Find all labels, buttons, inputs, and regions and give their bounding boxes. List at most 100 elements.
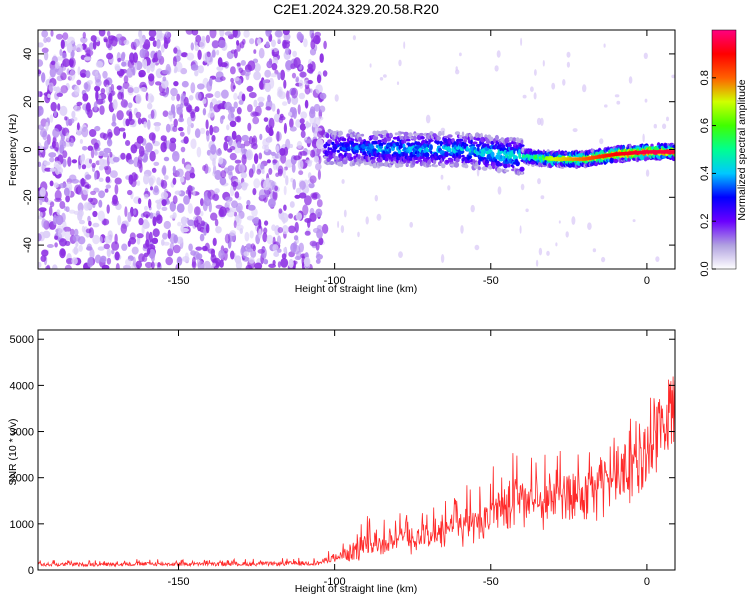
noise-blob: [236, 141, 242, 149]
noise-blob: [264, 69, 272, 78]
noise-blob: [168, 110, 174, 116]
noise-blob: [376, 213, 382, 221]
noise-blob: [211, 40, 220, 49]
noise-blob: [173, 234, 178, 244]
noise-blob: [265, 41, 270, 48]
noise-blob: [316, 199, 323, 208]
colorbar: 0.0 0.2 0.4 0.6 0.8 Normalized spectral ampl…: [699, 29, 748, 277]
noise-blob: [243, 30, 250, 38]
noise-blob: [249, 230, 254, 239]
noise-blob: [111, 241, 120, 251]
noise-blob: [152, 228, 160, 238]
noise-blob: [195, 91, 202, 101]
noise-blob: [202, 98, 207, 104]
snr-x-ticks: -150 -100 -50 0: [167, 330, 650, 588]
noise-blob: [180, 52, 188, 58]
noise-blob: [190, 42, 194, 51]
noise-blob: [179, 131, 185, 137]
signal-cell: [450, 151, 454, 155]
noise-blob: [315, 84, 323, 94]
noise-blob: [303, 256, 311, 267]
heatmap-x-ticks: -150 -100 -50 0: [167, 30, 650, 287]
noise-blob: [260, 163, 265, 170]
noise-blob: [275, 172, 280, 177]
noise-blob: [219, 76, 226, 81]
noise-blob: [207, 248, 215, 254]
noise-blob: [73, 246, 79, 255]
noise-blob: [317, 169, 321, 180]
heatmap-cells: [38, 30, 675, 269]
noise-blob: [379, 77, 384, 81]
noise-blob: [139, 48, 146, 59]
x-tick-label: -100: [324, 275, 346, 287]
noise-blob: [139, 38, 143, 49]
noise-blob: [165, 123, 171, 133]
noise-blob: [601, 256, 606, 263]
noise-blob: [214, 169, 222, 181]
noise-blob: [56, 209, 61, 216]
noise-blob: [92, 234, 100, 245]
noise-blob: [293, 235, 299, 241]
x-tick-label: -50: [483, 275, 499, 287]
noise-blob: [276, 108, 280, 115]
noise-blob: [246, 85, 254, 92]
noise-blob: [280, 212, 289, 223]
signal-cell: [394, 132, 398, 136]
noise-blob: [120, 152, 126, 160]
noise-blob: [140, 87, 147, 92]
noise-blob: [76, 79, 82, 86]
noise-blob: [174, 61, 183, 73]
noise-blob: [80, 36, 88, 44]
noise-blob: [46, 36, 51, 43]
noise-blob: [150, 109, 155, 119]
noise-blob: [114, 184, 119, 195]
noise-blob: [253, 216, 260, 226]
noise-blob: [592, 248, 597, 253]
noise-blob: [253, 178, 261, 189]
noise-blob: [190, 250, 197, 256]
noise-blob: [62, 58, 70, 68]
noise-blob: [105, 39, 112, 49]
noise-blob: [101, 264, 110, 269]
signal-cell: [398, 144, 404, 149]
noise-blob: [274, 30, 283, 38]
noise-blob: [159, 91, 167, 97]
noise-blob: [123, 75, 129, 84]
noise-blob: [628, 76, 633, 84]
noise-blob: [289, 118, 294, 128]
signal-cell: [464, 164, 469, 169]
noise-blob: [314, 31, 322, 38]
noise-blob: [46, 244, 54, 248]
noise-blob: [148, 231, 153, 243]
noise-blob: [671, 74, 675, 79]
noise-blob: [59, 48, 63, 57]
noise-blob: [403, 41, 406, 49]
noise-blob: [125, 140, 131, 146]
noise-blob: [98, 30, 106, 37]
noise-blob: [219, 177, 227, 186]
noise-blob: [211, 134, 216, 142]
noise-blob: [221, 115, 226, 120]
signal-cell: [335, 136, 339, 140]
signal-cell: [397, 149, 402, 154]
noise-blob: [54, 147, 59, 152]
noise-blob: [147, 119, 151, 130]
noise-blob: [254, 63, 261, 73]
noise-blob: [250, 243, 256, 250]
noise-blob: [323, 40, 327, 50]
noise-blob: [267, 60, 272, 68]
noise-blob: [305, 139, 313, 144]
noise-blob: [300, 111, 308, 119]
noise-blob: [271, 62, 278, 71]
noise-blob: [261, 169, 265, 175]
signal-cell: [441, 163, 446, 169]
noise-blob: [118, 39, 122, 45]
noise-blob: [133, 173, 139, 181]
noise-blob: [269, 129, 274, 136]
noise-blob: [519, 225, 522, 234]
signal-cell: [403, 131, 409, 136]
noise-blob: [307, 149, 311, 155]
noise-blob: [54, 235, 59, 240]
signal-cell: [484, 167, 488, 171]
noise-blob: [80, 73, 86, 78]
